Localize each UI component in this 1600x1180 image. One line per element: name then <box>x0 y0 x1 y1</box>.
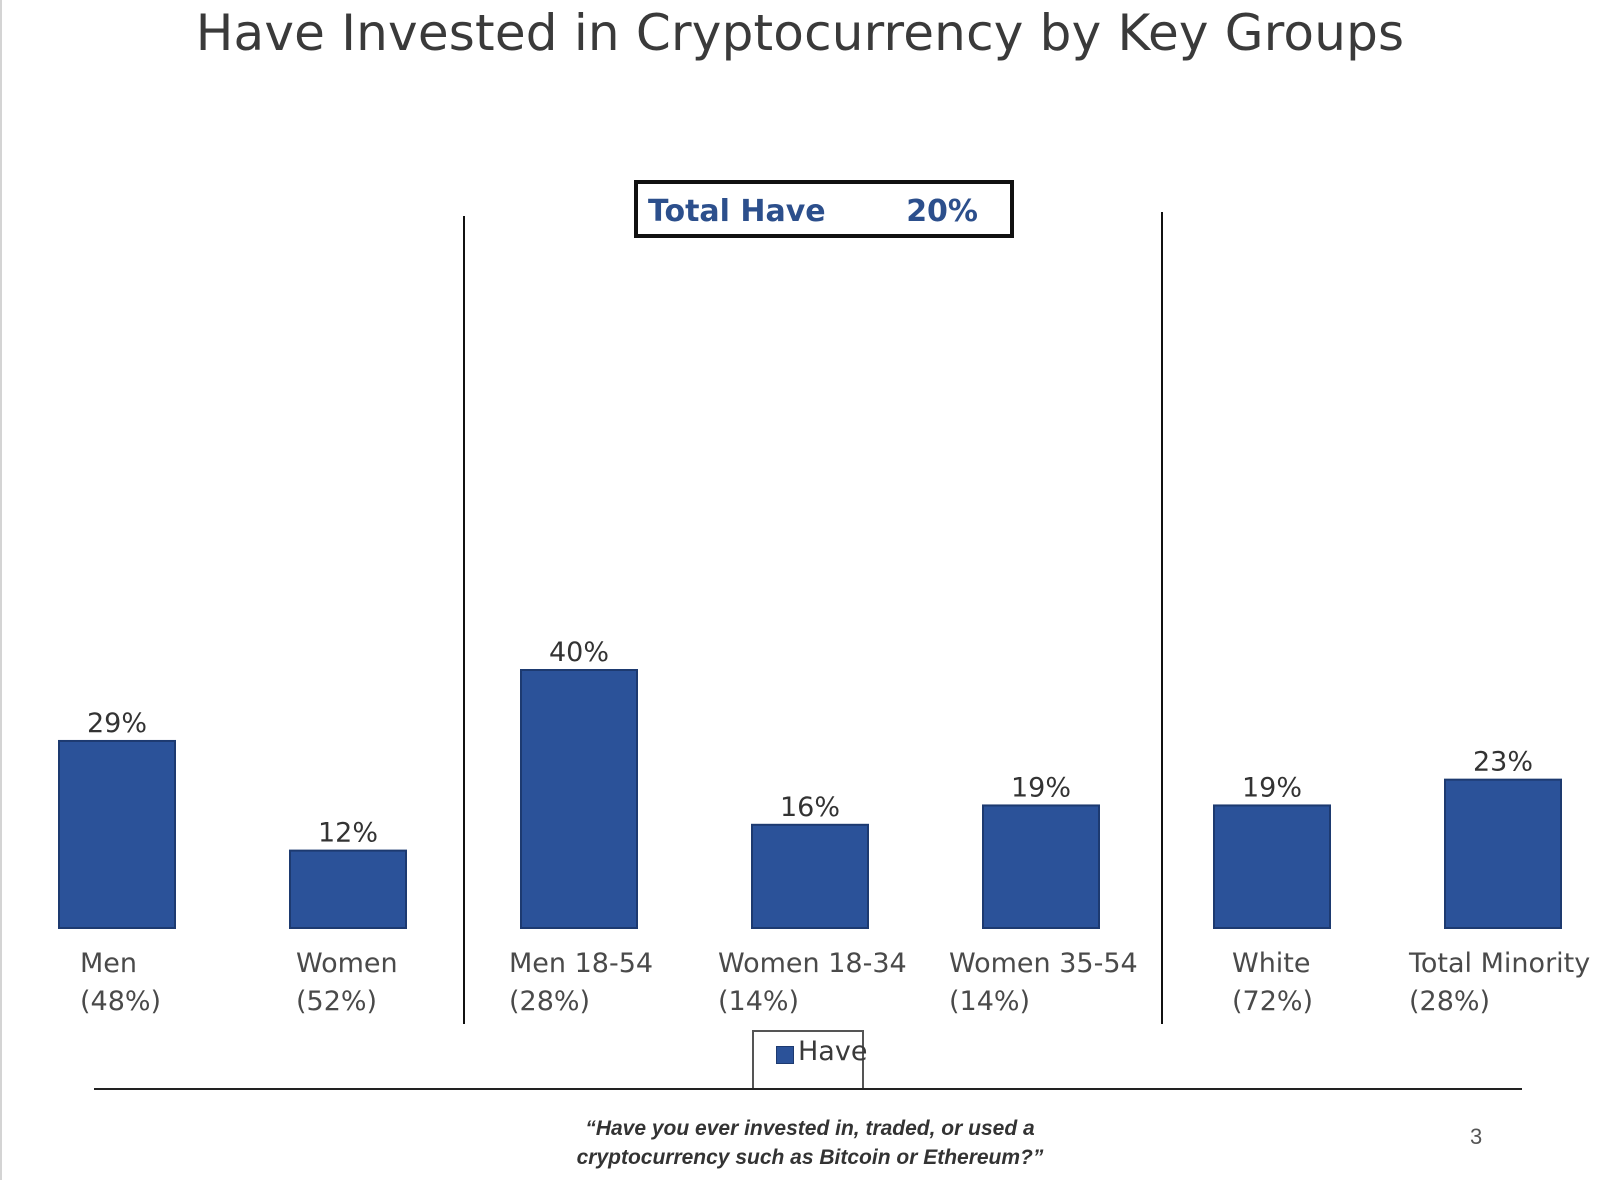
value-label-total-minority: 23% <box>1473 747 1533 778</box>
bar-men-18-54 <box>520 669 638 929</box>
bar-men <box>58 739 176 930</box>
total-have-value: 20% <box>906 194 978 229</box>
category-label-women-35-54: Women 35-54 <box>949 948 1138 979</box>
chart-title: Have Invested in Cryptocurrency by Key G… <box>195 4 1405 62</box>
legend-swatch-have <box>776 1046 794 1064</box>
category-label-white: White <box>1232 948 1311 979</box>
bar-women-35-54 <box>982 804 1100 930</box>
bar-total-minority <box>1444 778 1562 930</box>
category-label-men: Men <box>80 948 137 979</box>
page-left-edge <box>0 0 2 1180</box>
survey-question-line-1: “Have you ever invested in, traded, or u… <box>585 1117 1035 1140</box>
category-sublabel-white: (72%) <box>1232 986 1313 1017</box>
legend-label-have: Have <box>798 1036 868 1067</box>
bar-women <box>289 849 407 929</box>
category-sublabel-men-18-54: (28%) <box>509 986 590 1017</box>
bar-white <box>1213 804 1331 930</box>
survey-question: “Have you ever invested in, traded, or u… <box>500 1114 1120 1172</box>
total-have-label: Total Have <box>648 194 826 229</box>
footer-divider <box>94 1088 1522 1090</box>
value-label-women-35-54: 19% <box>1011 772 1071 803</box>
value-label-women: 12% <box>318 818 378 849</box>
category-sublabel-women: (52%) <box>296 986 377 1017</box>
value-label-women-18-34: 16% <box>780 792 840 823</box>
value-label-men-18-54: 40% <box>549 637 609 668</box>
category-sublabel-men: (48%) <box>80 986 161 1017</box>
value-label-white: 19% <box>1242 772 1302 803</box>
total-have-box: Total Have 20% <box>634 180 1014 238</box>
page-number: 3 <box>1470 1124 1483 1149</box>
value-label-men: 29% <box>87 708 147 739</box>
category-sublabel-total-minority: (28%) <box>1409 986 1490 1017</box>
category-sublabel-women-18-34: (14%) <box>718 986 799 1017</box>
bar-women-18-34 <box>751 823 869 929</box>
chart-legend: Have <box>752 1030 868 1088</box>
category-sublabel-women-35-54: (14%) <box>949 986 1030 1017</box>
survey-question-line-2: cryptocurrency such as Bitcoin or Ethere… <box>576 1146 1044 1169</box>
category-label-total-minority: Total Minority <box>1408 948 1590 979</box>
category-label-women-18-34: Women 18-34 <box>718 948 907 979</box>
category-label-men-18-54: Men 18-54 <box>509 948 653 979</box>
category-label-women: Women <box>296 948 398 979</box>
